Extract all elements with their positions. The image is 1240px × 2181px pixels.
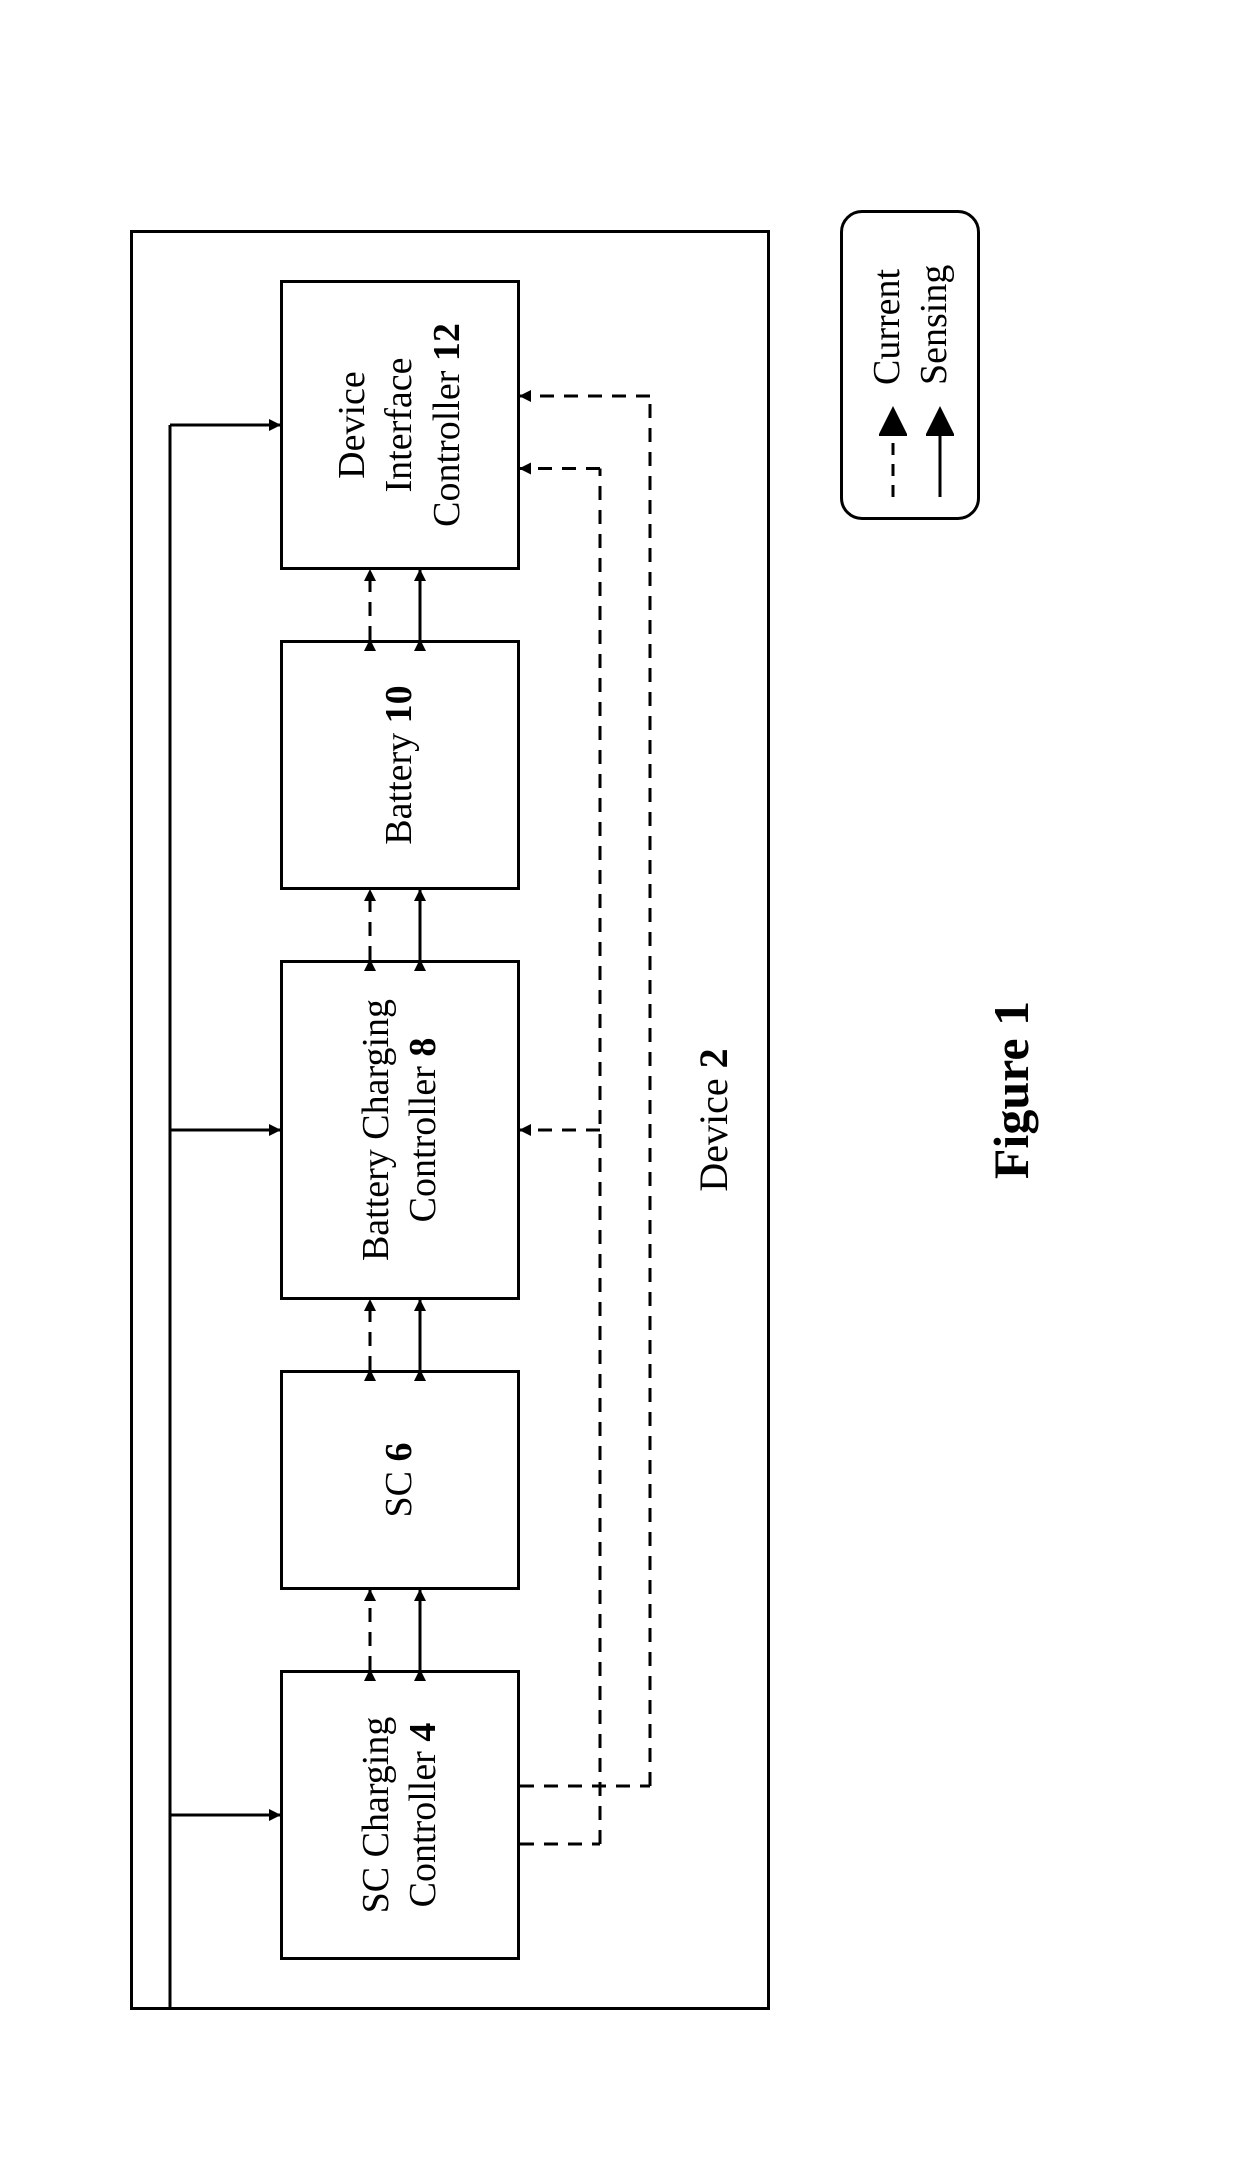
sc-line1: SC [378, 1462, 420, 1518]
dev-if-line1: Device [331, 371, 373, 479]
sc-charging-controller-block: SC Charging Controller 4 [280, 1670, 520, 1960]
sc-block: SC 6 [280, 1370, 520, 1590]
device-interface-controller-block: Device Interface Controller 12 [280, 280, 520, 570]
dev-if-line2: Interface [378, 358, 420, 493]
figure-caption: Figure 1 [982, 1001, 1040, 1179]
batt-ctrl-line1: Battery Charging [355, 999, 397, 1261]
battery-block: Battery 10 [280, 640, 520, 890]
dev-if-line3: Controller [426, 361, 468, 527]
legend-dashed-arrow-icon [873, 399, 901, 499]
device-label: Device 2 [690, 1048, 737, 1191]
batt-num: 10 [378, 685, 420, 723]
legend-row-sensing: Sensing [912, 231, 956, 499]
sc-ctrl-line2: Controller [402, 1742, 444, 1908]
sc-ctrl-line1: SC Charging [355, 1717, 397, 1914]
sc-ctrl-num: 4 [402, 1723, 444, 1742]
diagram-container: Device 2 SC Charging Controller 4 SC 6 B… [70, 90, 1170, 2090]
dev-if-num: 12 [426, 323, 468, 361]
legend-box: Current Sensing [840, 210, 980, 520]
legend-solid-arrow-icon [920, 399, 948, 499]
legend-row-current: Current [865, 231, 909, 499]
legend-sensing-label: Sensing [912, 265, 956, 385]
batt-ctrl-num: 8 [402, 1038, 444, 1057]
sc-num: 6 [378, 1443, 420, 1462]
battery-charging-controller-block: Battery Charging Controller 8 [280, 960, 520, 1300]
legend-current-label: Current [865, 269, 909, 385]
device-num: 2 [691, 1048, 736, 1068]
device-label-text: Device [691, 1068, 736, 1191]
batt-line1: Battery [378, 723, 420, 844]
batt-ctrl-line2: Controller [402, 1057, 444, 1223]
